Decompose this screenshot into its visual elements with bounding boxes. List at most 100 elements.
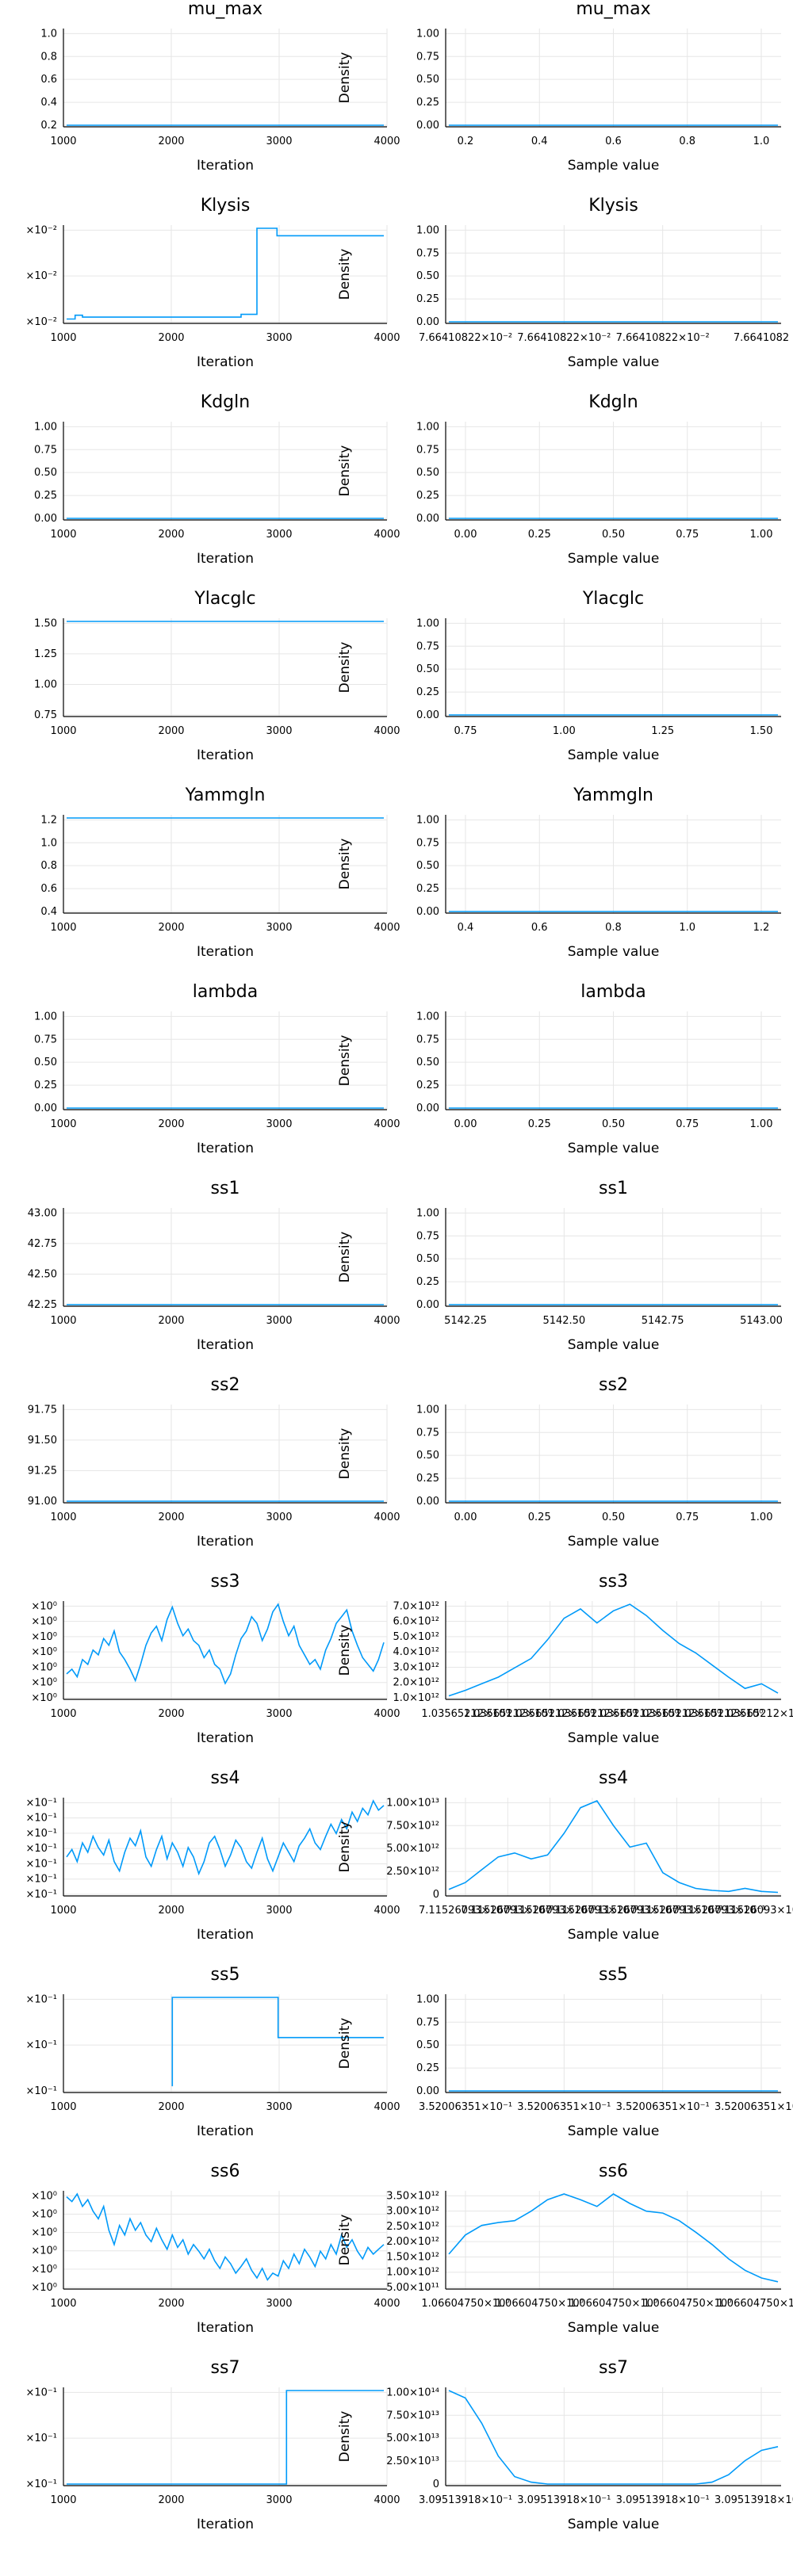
x-tick-label: 7.6641082 [734, 332, 789, 344]
x-tick-label: 2000 [158, 332, 184, 344]
y-tick-label: 5.00×10¹² [386, 1843, 439, 1855]
density-title: ss5 [599, 1965, 628, 1985]
y-tick-label: 1.00 [416, 1207, 439, 1219]
y-tick-label: 0.75 [416, 1230, 439, 1242]
x-axis-label: Iteration [197, 1730, 254, 1746]
x-tick-label: 0.2 [458, 136, 474, 147]
x-tick-label: 4000 [374, 1118, 400, 1130]
x-tick-label: 4000 [374, 136, 400, 147]
density-panel-Kdgln: 0.00 0.25 0.50 0.75 1.00 0.00 0.25 0.50 0.75 1.00… [337, 421, 781, 567]
x-tick-label: 4000 [374, 725, 400, 737]
x-tick-label: 1.06604750×10⁰ [717, 2298, 793, 2310]
y-tick-label: 0.75 [416, 837, 439, 849]
x-tick-label: 4000 [374, 1905, 400, 1917]
density-panel-Klysis: 7.66410822×10⁻² 7.66410822×10⁻² 7.66410822… [337, 224, 789, 370]
x-axis-label: Iteration [197, 354, 254, 370]
y-axis-label: Density [337, 2411, 353, 2463]
y-tick-label: 3.50×10¹² [386, 2190, 439, 2202]
y-tick-label: ×10⁻¹ [25, 2085, 57, 2097]
x-tick-label: 0.4 [458, 922, 474, 934]
x-tick-label: 3000 [266, 332, 292, 344]
y-tick-label: ×10⁻¹ [25, 2387, 57, 2398]
density-series-line [448, 2390, 779, 2485]
y-tick-label: 1.00×10¹² [386, 2267, 439, 2279]
density-panel-ss1: 5142.25 5142.50 5142.75 5143.00 0.00 0.25 0.50… [337, 1207, 783, 1353]
y-tick-label: 42.25 [28, 1299, 57, 1311]
y-tick-label: ×10⁻¹ [25, 2433, 57, 2444]
y-tick-label: 1.2 [40, 814, 57, 826]
x-tick-label: 1.06604750×10⁰ [421, 2298, 509, 2310]
x-tick-label: 1000 [50, 725, 76, 737]
y-tick-label: 0.00 [416, 1299, 439, 1311]
x-tick-label: 1000 [50, 1905, 76, 1917]
y-tick-label: 0.8 [40, 51, 57, 63]
y-tick-label: ×10⁰ [31, 2227, 57, 2239]
y-tick-label: ×10⁰ [31, 1661, 57, 1673]
x-tick-label: 7.11526093×10⁻¹ [630, 1905, 723, 1917]
trace-title: Klysis [201, 196, 251, 216]
y-tick-label: 0.2 [40, 120, 57, 132]
y-tick-label: 5.0×10¹² [393, 1631, 439, 1643]
y-tick-label: 0 [433, 1889, 439, 1901]
x-tick-label: 3000 [266, 1118, 292, 1130]
x-tick-label: 1000 [50, 922, 76, 934]
y-tick-label: 2.0×10¹² [393, 1677, 439, 1689]
density-title: lambda [580, 982, 646, 1002]
density-panel-ss6: 1.06604750×10⁰1.06604750×10⁰1.06604750×1… [337, 2190, 793, 2336]
y-tick-label: 2.50×10¹² [386, 1866, 439, 1878]
y-axis-label: Density [337, 52, 353, 104]
x-tick-label: 7.66410822×10⁻² [616, 332, 710, 344]
x-tick-label: 7.11526093×10⁻¹ [504, 1905, 597, 1917]
x-axis-label: Iteration [197, 1337, 254, 1353]
trace-title: ss3 [211, 1572, 240, 1592]
density-title: ss4 [599, 1768, 628, 1788]
y-tick-label: ×10⁰ [31, 1631, 57, 1643]
x-tick-label: 0.00 [454, 529, 477, 541]
x-tick-label: 3.09513918×10⁻¹ [714, 2494, 793, 2506]
y-tick-label: ×10⁻¹ [25, 2039, 57, 2051]
x-tick-label: 1000 [50, 1315, 76, 1327]
x-tick-label: 1000 [50, 1118, 76, 1130]
x-tick-label: 7.66410822×10⁻² [419, 332, 512, 344]
y-tick-label: 1.00 [416, 421, 439, 433]
y-tick-label: 1.50×10¹² [386, 2251, 439, 2263]
y-tick-label: 0.50 [416, 1253, 439, 1265]
y-tick-label: 1.00 [416, 28, 439, 40]
x-tick-label: 0.6 [531, 922, 548, 934]
x-tick-label: 2000 [158, 725, 184, 737]
y-tick-label: 1.50 [34, 617, 57, 629]
y-tick-label: 0.75 [416, 444, 439, 456]
y-tick-label: ×10⁻² [25, 270, 57, 282]
x-tick-label: 4000 [374, 922, 400, 934]
x-tick-label: 3000 [266, 2494, 292, 2506]
y-tick-label: 0.00 [416, 120, 439, 132]
y-axis-label: Density [337, 1821, 353, 1873]
x-tick-label: 1000 [50, 332, 76, 344]
x-tick-label: 3000 [266, 1708, 292, 1720]
x-tick-label: 7.11526093×10⁻¹ [461, 1905, 554, 1917]
y-tick-label: 0.25 [416, 883, 439, 895]
y-tick-label: ×10⁻² [25, 316, 57, 328]
x-tick-label: 1000 [50, 136, 76, 147]
y-tick-label: 42.75 [28, 1238, 57, 1250]
y-tick-label: 0.75 [34, 709, 57, 721]
y-tick-label: 1.0 [40, 837, 57, 849]
y-tick-label: ×10⁰ [31, 1616, 57, 1628]
y-tick-label: ×10⁻¹ [25, 1813, 57, 1825]
x-tick-label: 5142.25 [444, 1315, 487, 1327]
density-title: ss1 [599, 1179, 628, 1198]
y-tick-label: 1.00 [416, 224, 439, 236]
x-tick-label: 1.2 [753, 922, 770, 934]
y-tick-label: ×10⁰ [31, 2208, 57, 2220]
y-tick-label: 0.75 [34, 444, 57, 456]
y-tick-label: 0.75 [416, 1427, 439, 1439]
x-tick-label: 1000 [50, 2101, 76, 2113]
trace-title: ss1 [211, 1179, 240, 1198]
x-tick-label: 1.00 [750, 1512, 773, 1523]
x-tick-label: 3000 [266, 1512, 292, 1523]
trace-series-line [66, 2192, 385, 2281]
y-tick-label: 0.50 [416, 663, 439, 675]
y-tick-label: 1.00 [34, 678, 57, 690]
y-tick-label: ×10⁻¹ [25, 1993, 57, 2005]
x-tick-label: 2000 [158, 1512, 184, 1523]
